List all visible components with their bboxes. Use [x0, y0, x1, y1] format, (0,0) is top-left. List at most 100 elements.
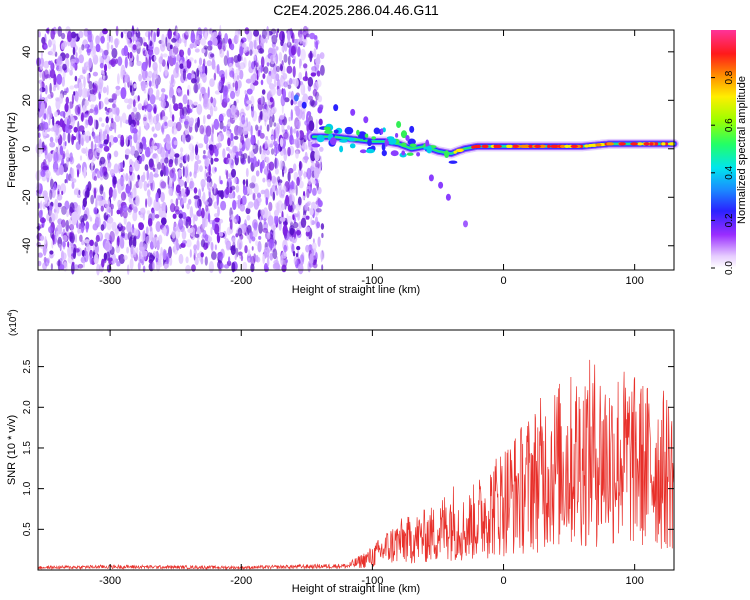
noise-speck	[287, 55, 291, 66]
spectrogram-frame	[37, 29, 675, 271]
colorbar-tick-label: 0.2	[724, 213, 735, 227]
noise-speck	[109, 169, 115, 176]
noise-speck	[67, 247, 70, 253]
noise-speck	[251, 246, 254, 251]
transition-blob	[400, 142, 407, 148]
noise-speck	[245, 137, 251, 149]
noise-speck	[138, 179, 143, 189]
noise-speck	[196, 159, 202, 164]
noise-speck	[75, 131, 81, 141]
noise-speck	[134, 228, 139, 237]
noise-speck	[117, 199, 122, 209]
noise-speck	[42, 245, 47, 256]
noise-speck	[220, 94, 223, 104]
snr-frame	[37, 329, 675, 571]
noise-speck	[129, 180, 132, 190]
noise-speck	[37, 260, 42, 267]
transition-blob	[324, 130, 333, 134]
noise-speck	[239, 203, 245, 212]
noise-speck	[137, 95, 140, 102]
noise-speck	[113, 136, 118, 143]
noise-speck	[230, 43, 235, 51]
noise-speck	[296, 130, 299, 138]
noise-speck	[52, 116, 55, 126]
noise-speck	[304, 35, 306, 40]
noise-speck	[194, 163, 200, 174]
noise-speck	[113, 163, 119, 174]
noise-speck	[292, 58, 296, 65]
noise-speck	[266, 74, 273, 85]
noise-speck	[71, 133, 75, 146]
noise-speck	[46, 27, 50, 35]
noise-speck	[207, 236, 213, 243]
snr-ylabel: SNR (10 * v/v)	[6, 415, 18, 485]
noise-speck	[205, 143, 209, 150]
noise-speck	[164, 64, 169, 77]
noise-speck	[105, 116, 109, 124]
noise-speck	[255, 62, 259, 67]
noise-speck	[232, 145, 238, 153]
noise-speck	[293, 163, 297, 172]
noise-speck	[88, 57, 93, 69]
noise-speck	[87, 30, 92, 35]
noise-speck	[251, 106, 255, 118]
noise-speck	[160, 192, 165, 203]
noise-speck	[106, 218, 112, 231]
noise-speck	[119, 237, 125, 249]
noise-speck	[83, 76, 86, 89]
noise-speck	[233, 105, 238, 113]
noise-speck	[95, 43, 101, 53]
noise-speck	[200, 38, 206, 46]
noise-speck	[305, 244, 310, 253]
noise-speck	[182, 68, 186, 81]
noise-speck	[281, 45, 284, 52]
noise-speck	[148, 254, 155, 262]
noise-speck	[129, 258, 134, 270]
noise-speck	[155, 154, 159, 165]
noise-speck	[285, 259, 288, 264]
noise-speck	[235, 151, 239, 159]
noise-speck	[288, 91, 292, 99]
noise-speck	[88, 115, 93, 126]
noise-speck	[144, 98, 149, 106]
noise-speck	[261, 29, 267, 39]
noise-speck	[108, 186, 113, 198]
noise-speck	[161, 162, 165, 173]
noise-speck	[120, 226, 126, 231]
noise-speck	[317, 95, 323, 103]
noise-speck	[54, 198, 58, 210]
noise-speck	[183, 60, 187, 69]
noise-speck	[212, 37, 218, 46]
noise-speck	[42, 201, 46, 210]
noise-speck	[109, 141, 112, 148]
noise-speck	[134, 117, 138, 129]
noise-speck	[89, 108, 94, 114]
hot-spot	[534, 144, 541, 148]
hot-spot	[630, 142, 638, 146]
noise-speck	[291, 189, 296, 194]
noise-speck	[151, 126, 155, 132]
noise-speck	[252, 49, 259, 56]
noise-speck	[188, 57, 194, 62]
transition-blob	[311, 143, 321, 148]
noise-speck	[131, 200, 138, 210]
noise-speck	[194, 122, 199, 133]
noise-speck	[67, 255, 74, 264]
noise-speck	[169, 90, 173, 98]
noise-speck	[171, 127, 178, 135]
noise-speck	[82, 105, 86, 113]
noise-speck	[194, 214, 198, 222]
noise-speck	[260, 189, 266, 195]
noise-speck	[300, 48, 306, 61]
noise-speck	[312, 179, 317, 185]
transition-blob	[400, 130, 408, 139]
noise-speck	[99, 82, 103, 95]
noise-speck	[232, 82, 235, 88]
snr-ytick-label: 1.5	[22, 441, 33, 455]
noise-speck	[199, 124, 205, 135]
noise-speck	[98, 117, 103, 122]
noise-speck	[287, 146, 291, 157]
hot-spot	[473, 144, 481, 149]
noise-speck	[229, 219, 233, 230]
noise-speck	[40, 50, 44, 58]
